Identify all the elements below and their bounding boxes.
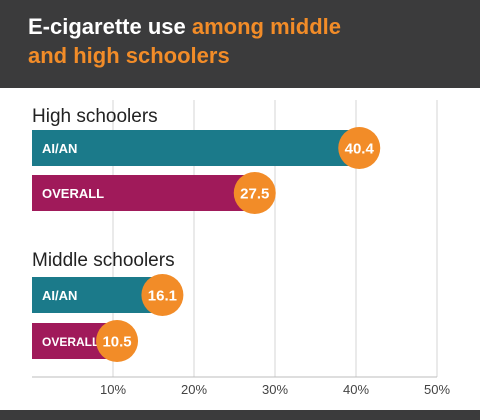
x-tick-label: 10% [100,382,126,397]
bar-category-label: AI/AN [42,141,77,156]
bar-category-label: OVERALL [42,186,104,201]
bar-chart: 10% 20% 30% 40% 50% High schoolers AI/AN 40.4 OV… [32,100,450,397]
value-label: 40.4 [345,141,375,158]
value-bubble [96,320,139,362]
bar [32,175,255,211]
bar-category-label: OVERALL [42,335,99,349]
title-accent-line2: and high schoolers [28,43,230,68]
group-label: High schoolers [32,106,158,127]
bar [32,277,163,313]
header: E-cigarette use among middle and high sch… [0,0,480,88]
chart-title: E-cigarette use among middle and high sch… [28,12,468,70]
value-bubble [233,172,276,214]
x-tick-label: 50% [424,382,450,397]
footer-bar [0,410,480,420]
value-label: 16.1 [148,288,177,305]
value-bubble [338,127,381,169]
value-bubble [141,274,184,316]
bar [32,130,360,166]
group-label: Middle schoolers [32,250,175,271]
title-accent-line1: among middle [191,14,341,39]
x-tick-label: 20% [181,382,207,397]
x-tick-label: 40% [343,382,369,397]
value-label: 27.5 [240,186,269,203]
bar-category-label: AI/AN [42,288,77,303]
x-tick-label: 30% [262,382,288,397]
value-label: 10.5 [102,334,131,351]
title-plain: E-cigarette use [28,14,186,39]
